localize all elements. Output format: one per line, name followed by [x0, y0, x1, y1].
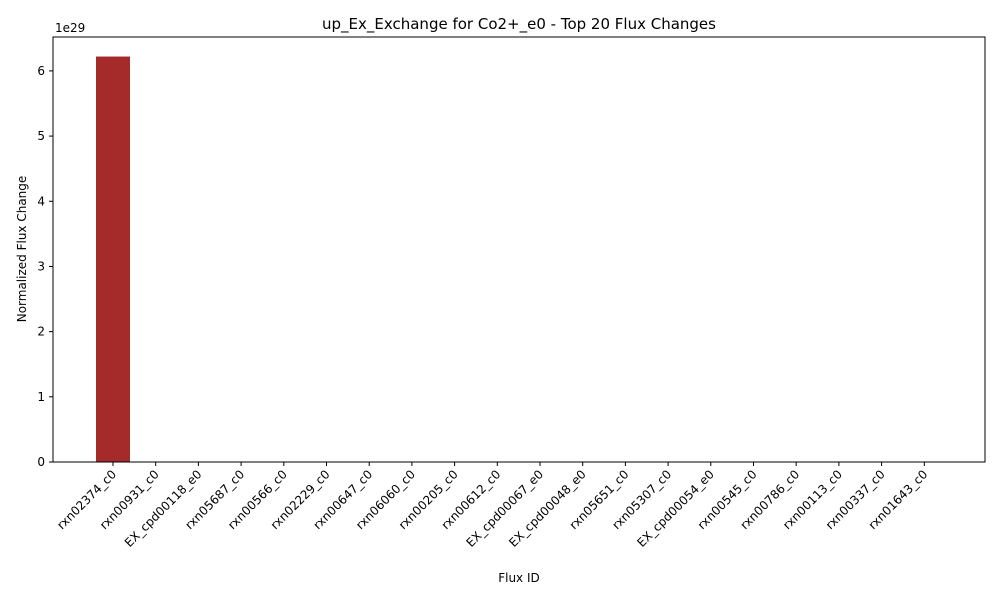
x-tick-label: EX_cpd00067_e0	[464, 467, 547, 550]
bars-group	[96, 56, 130, 463]
y-axis-offset-text: 1e29	[55, 21, 85, 35]
x-tick-label: EX_cpd00048_e0	[506, 467, 589, 550]
y-tick-label: 4	[37, 194, 45, 208]
y-axis: 0 1 2 3 4 5 6	[37, 64, 53, 469]
y-tick-label: 3	[37, 259, 45, 273]
y-tick-label: 5	[37, 129, 45, 143]
y-tick-label: 0	[37, 455, 45, 469]
y-tick-label: 2	[37, 325, 45, 339]
bar-rxn02374_c0	[96, 56, 130, 463]
y-axis-label: Normalized Flux Change	[15, 176, 29, 323]
x-tick-label: EX_cpd00054_e0	[634, 467, 717, 550]
y-tick-label: 6	[37, 64, 45, 78]
plot-area-frame	[52, 36, 986, 463]
x-tick-label: EX_cpd00118_e0	[122, 467, 205, 550]
x-axis: rxn02374_c0rxn00931_c0EX_cpd00118_e0rxn0…	[54, 462, 930, 550]
x-axis-label: Flux ID	[498, 571, 540, 585]
chart-title: up_Ex_Exchange for Co2+_e0 - Top 20 Flux…	[322, 15, 716, 34]
y-tick-label: 1	[37, 390, 45, 404]
